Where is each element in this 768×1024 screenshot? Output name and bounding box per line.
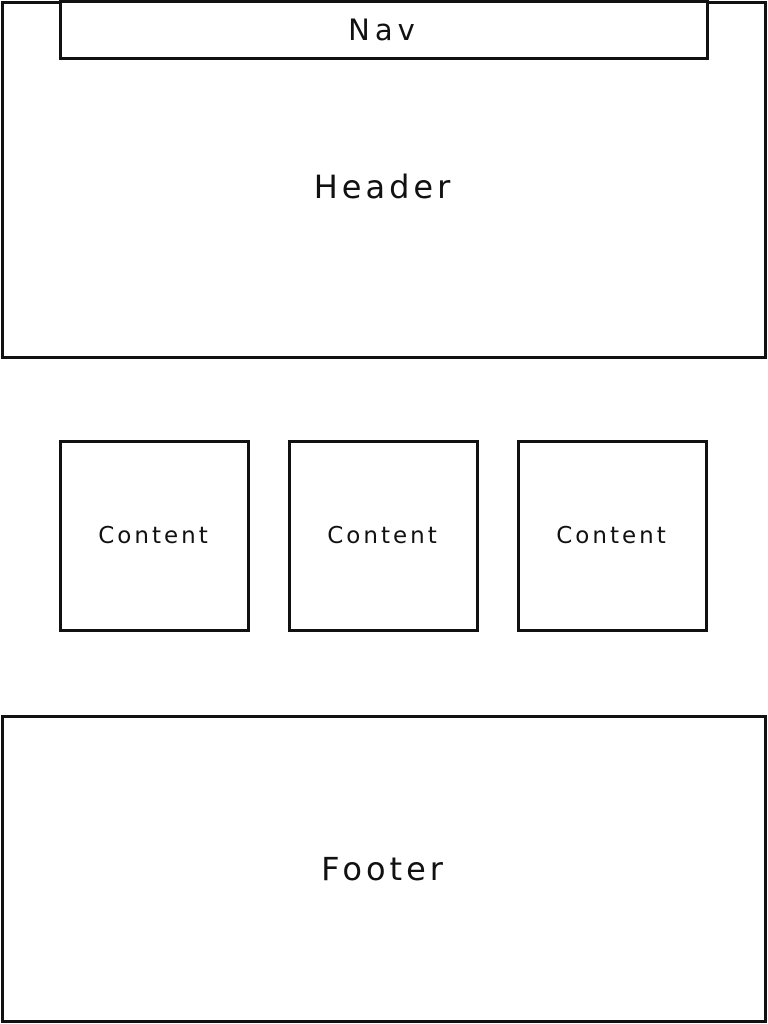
content-label-1: Content (98, 523, 211, 549)
header-label: Header (313, 168, 455, 206)
header-box: Header (1, 1, 767, 359)
content-label-3: Content (556, 523, 669, 549)
content-box-3: Content (517, 440, 708, 632)
nav-label: Nav (348, 13, 420, 47)
footer-box: Footer (1, 715, 767, 1023)
content-label-2: Content (327, 523, 440, 549)
content-box-2: Content (288, 440, 479, 632)
footer-label: Footer (321, 850, 447, 888)
content-box-1: Content (59, 440, 250, 632)
nav-box: Nav (59, 0, 709, 60)
